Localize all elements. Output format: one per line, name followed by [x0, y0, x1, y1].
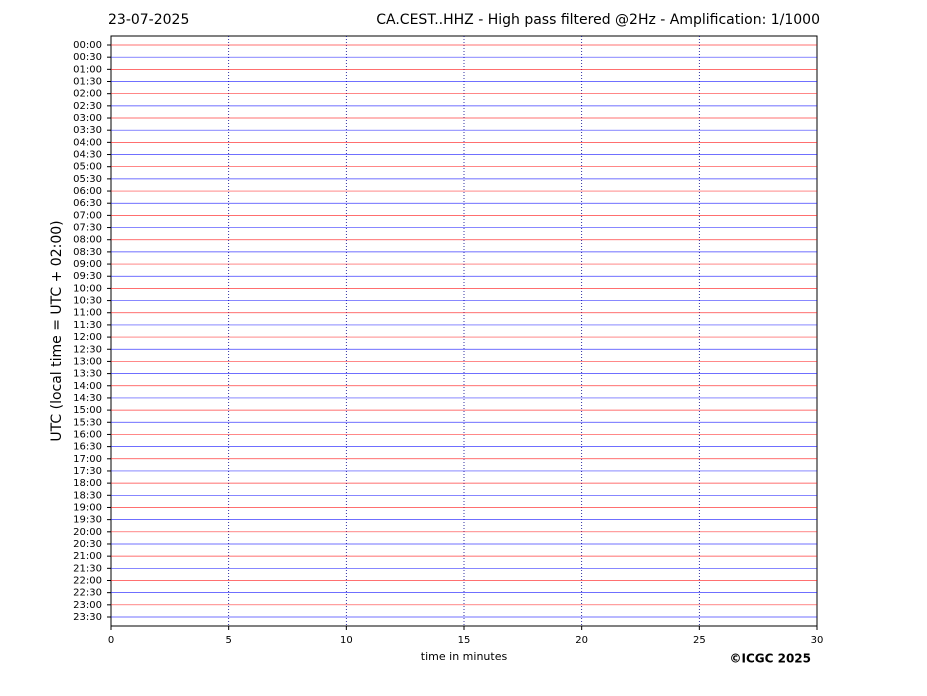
- y-tick-label: 06:00: [73, 186, 102, 197]
- y-tick-label: 00:30: [73, 52, 102, 63]
- y-tick-label: 14:00: [73, 381, 102, 392]
- y-tick-label: 02:00: [73, 89, 102, 100]
- y-tick-label: 02:30: [73, 101, 102, 112]
- x-tick-label: 0: [108, 635, 114, 646]
- y-tick-label: 17:30: [73, 466, 102, 477]
- y-tick-label: 05:00: [73, 162, 102, 173]
- y-tick-label: 07:30: [73, 223, 102, 234]
- y-tick-label: 14:30: [73, 393, 102, 404]
- y-tick-label: 04:00: [73, 137, 102, 148]
- y-tick-label: 08:00: [73, 235, 102, 246]
- y-tick-label: 23:00: [73, 600, 102, 611]
- y-tick-label: 05:30: [73, 174, 102, 185]
- y-tick-label: 09:00: [73, 259, 102, 270]
- y-tick-label: 23:30: [73, 612, 102, 623]
- y-tick-label: 13:30: [73, 369, 102, 380]
- y-tick-label: 22:30: [73, 588, 102, 599]
- y-tick-label: 09:30: [73, 271, 102, 282]
- y-tick-label: 11:30: [73, 320, 102, 331]
- y-tick-label: 04:30: [73, 150, 102, 161]
- y-tick-label: 18:30: [73, 490, 102, 501]
- x-axis-label: time in minutes: [421, 650, 508, 663]
- x-tick-label: 20: [575, 635, 588, 646]
- date: 23-07-2025: [108, 12, 189, 28]
- y-axis-label: UTC (local time = UTC + 02:00): [49, 220, 65, 441]
- y-tick-label: 19:00: [73, 502, 102, 513]
- y-tick-label: 10:30: [73, 296, 102, 307]
- x-tick-label: 15: [458, 635, 471, 646]
- y-tick-label: 07:00: [73, 210, 102, 221]
- y-tick-label: 01:00: [73, 64, 102, 75]
- x-tick-label: 5: [225, 635, 231, 646]
- y-tick-label: 16:30: [73, 442, 102, 453]
- y-tick-label: 10:00: [73, 283, 102, 294]
- chart-title: CA.CEST..HHZ - High pass filtered @2Hz -…: [376, 12, 820, 28]
- y-tick-label: 03:00: [73, 113, 102, 124]
- y-tick-label: 20:30: [73, 539, 102, 550]
- y-tick-label: 13:00: [73, 356, 102, 367]
- y-tick-label: 19:30: [73, 515, 102, 526]
- y-tick-label: 08:30: [73, 247, 102, 258]
- y-tick-label: 06:30: [73, 198, 102, 209]
- x-tick-label: 30: [811, 635, 824, 646]
- y-tick-label: 18:00: [73, 478, 102, 489]
- y-tick-label: 20:00: [73, 527, 102, 538]
- y-tick-label: 15:30: [73, 417, 102, 428]
- y-tick-label: 01:30: [73, 77, 102, 88]
- y-tick-label: 15:00: [73, 405, 102, 416]
- y-tick-label: 03:30: [73, 125, 102, 136]
- x-tick-label: 10: [340, 635, 353, 646]
- x-tick-label: 25: [693, 635, 706, 646]
- y-tick-label: 16:00: [73, 429, 102, 440]
- y-tick-label: 00:00: [73, 40, 102, 51]
- y-tick-label: 12:30: [73, 344, 102, 355]
- y-tick-label: 21:30: [73, 563, 102, 574]
- y-tick-label: 12:00: [73, 332, 102, 343]
- y-tick-label: 21:00: [73, 551, 102, 562]
- copyright: ©ICGC 2025: [729, 652, 811, 666]
- y-tick-label: 11:00: [73, 308, 102, 319]
- y-tick-label: 22:00: [73, 575, 102, 586]
- y-tick-label: 17:00: [73, 454, 102, 465]
